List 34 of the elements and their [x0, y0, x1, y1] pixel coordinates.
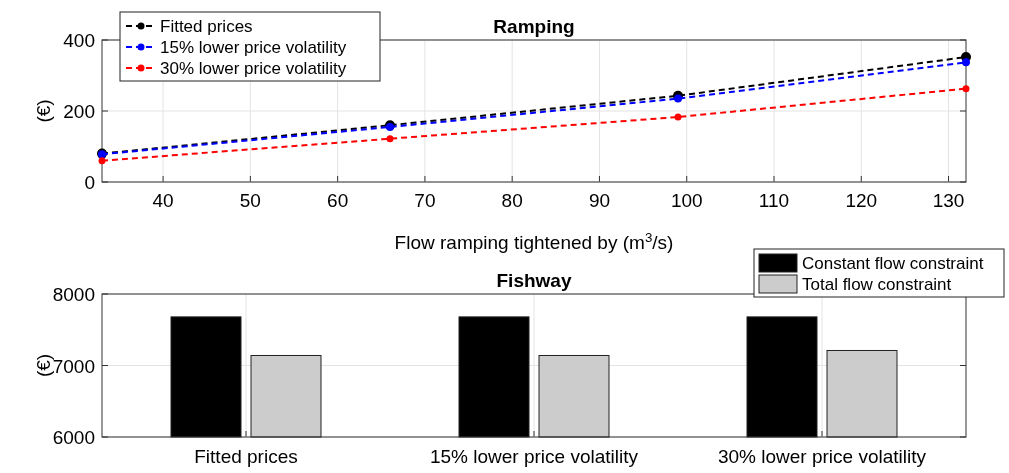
legend-label: 15% lower price volatility — [160, 38, 347, 57]
legend-label: Fitted prices — [160, 17, 253, 36]
y-tick-label: 0 — [84, 172, 95, 193]
x-tick-label: 110 — [758, 190, 790, 211]
point — [98, 157, 106, 165]
x-tick-label: 90 — [588, 190, 611, 211]
y-tick-label: 200 — [63, 101, 95, 122]
point — [674, 94, 682, 103]
y-tick-label: 8000 — [52, 284, 95, 305]
point — [962, 58, 970, 67]
chart-title: Ramping — [493, 16, 575, 37]
y-axis-title: (€) — [33, 99, 54, 123]
point — [674, 113, 682, 121]
x-tick-label: 15% lower price volatility — [429, 446, 639, 467]
x-tick-label: 30% lower price volatility — [717, 446, 927, 467]
x-tick-label: 40 — [152, 190, 174, 211]
y-axis-title: (€) — [33, 353, 54, 378]
y-tick-label: 400 — [63, 30, 95, 51]
legend-label: Constant flow constraint — [802, 254, 984, 273]
x-tick-label: 50 — [239, 190, 261, 211]
x-tick-label: 120 — [845, 190, 878, 211]
x-tick-label: 100 — [670, 190, 703, 211]
x-tick-label: 60 — [327, 190, 349, 211]
x-tick-label: 70 — [414, 190, 436, 211]
legend-label: 30% lower price volatility — [160, 59, 347, 78]
x-axis-title: Flow ramping tightened by (m$^{3}$/s) — [394, 229, 674, 253]
point — [386, 135, 394, 143]
legend-label: Total flow constraint — [802, 275, 952, 294]
x-tick-label: 130 — [932, 190, 965, 211]
y-tick-label: 6000 — [52, 427, 95, 448]
x-tick-label: Fitted prices — [194, 446, 298, 467]
x-tick-label: 80 — [501, 190, 523, 211]
point — [962, 85, 970, 93]
chart-title: Fishway — [496, 270, 572, 291]
